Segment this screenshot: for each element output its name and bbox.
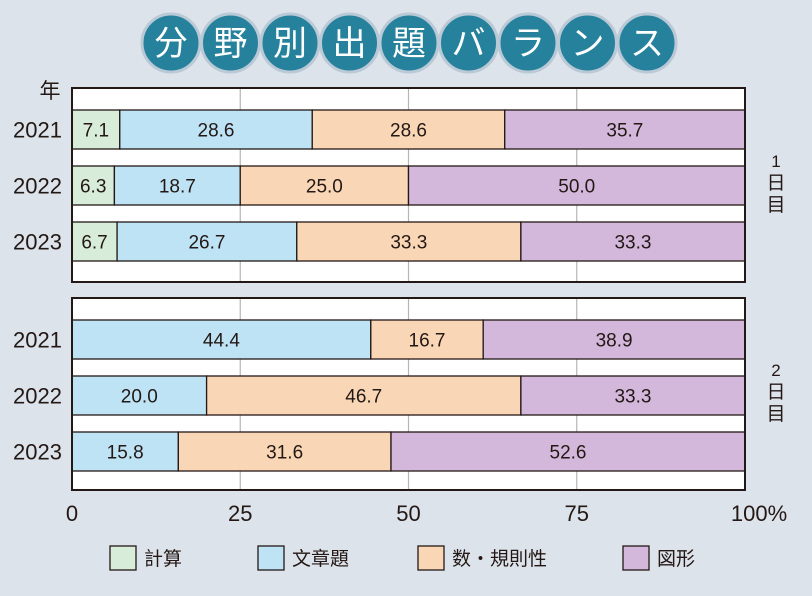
title-char: ン	[571, 25, 605, 63]
legend-label: 文章題	[292, 548, 349, 570]
year-label: 2022	[13, 384, 62, 409]
data-label: 33.3	[614, 233, 651, 254]
title-char: 出	[333, 25, 367, 63]
data-label: 28.6	[390, 121, 427, 142]
bar-segment	[520, 375, 746, 416]
data-label: 15.8	[107, 443, 144, 464]
panel-label-char: 日	[766, 382, 785, 403]
year-label: 2021	[13, 118, 62, 143]
data-label: 52.6	[550, 443, 587, 464]
title-circle	[616, 12, 678, 74]
year-label: 2023	[13, 440, 62, 465]
legend-swatch	[622, 545, 650, 571]
bar-segment	[71, 165, 116, 206]
data-label: 50.0	[558, 177, 595, 198]
data-label: 6.7	[81, 233, 107, 254]
panel-label-char: 2	[771, 361, 780, 380]
plot-border	[71, 87, 746, 283]
bar-segment	[71, 431, 179, 472]
title-char: 分	[154, 25, 188, 63]
data-label: 28.6	[198, 121, 235, 142]
data-label: 31.6	[266, 443, 303, 464]
x-tick-label: 0	[66, 501, 78, 526]
data-label: 25.0	[306, 177, 343, 198]
bar-segment	[177, 431, 392, 472]
title-char: 野	[214, 25, 248, 63]
data-label: 35.7	[606, 121, 643, 142]
year-label: 2023	[13, 230, 62, 255]
data-label: 46.7	[345, 387, 382, 408]
data-label: 18.7	[159, 177, 196, 198]
data-label: 38.9	[596, 331, 633, 352]
y-axis-label: 年	[40, 80, 61, 103]
data-label: 20.0	[121, 387, 158, 408]
legend: 計算 文章題 数・規則性 図形	[109, 545, 695, 571]
data-label: 44.4	[203, 331, 240, 352]
bar-segment	[296, 221, 522, 262]
chart-title: 分野別出題バランス	[140, 12, 678, 74]
bar-segment	[116, 221, 298, 262]
data-label: 33.3	[614, 387, 651, 408]
legend-item: 文章題	[257, 545, 349, 571]
bar-segment	[311, 109, 506, 150]
year-label: 2022	[13, 174, 62, 199]
bar-segment	[390, 431, 746, 472]
bar-segment	[407, 165, 746, 206]
data-label: 16.7	[409, 331, 446, 352]
data-label: 7.1	[83, 121, 109, 142]
panel-1: 2021 7.1 28.6 28.6 35.7 2022 6.3 18.7 25.0 50.0 20…	[13, 87, 786, 283]
panel-label-char: 1	[771, 152, 780, 171]
panel-label-char: 日	[766, 173, 785, 194]
legend-label: 数・規則性	[452, 548, 547, 570]
legend-swatch	[109, 545, 137, 571]
legend-item: 数・規則性	[417, 545, 547, 571]
legend-swatch	[417, 545, 445, 571]
legend-item: 計算	[109, 545, 182, 571]
data-label: 26.7	[188, 233, 225, 254]
x-tick-label: 25	[228, 501, 252, 526]
x-tick-label: 50	[396, 501, 420, 526]
x-tick-label: 100%	[731, 501, 787, 526]
legend-swatch	[257, 545, 285, 571]
legend-label: 図形	[657, 548, 695, 570]
data-label: 33.3	[390, 233, 427, 254]
title-char: 別	[273, 25, 307, 63]
title-char: 題	[392, 25, 426, 63]
plot-border	[71, 297, 746, 491]
legend-label: 計算	[144, 548, 182, 570]
title-char: ス	[630, 25, 664, 63]
bar-segment	[205, 375, 522, 416]
panel-label-char: 目	[766, 404, 785, 425]
bar-segment	[370, 319, 484, 360]
data-label: 6.3	[80, 177, 106, 198]
x-tick-label: 75	[565, 501, 589, 526]
title-char: ラ	[511, 25, 545, 63]
legend-item: 図形	[622, 545, 695, 571]
panel-2: 2021 44.4 16.7 38.9 2022 20.0 46.7 33.3 2023 15.8…	[13, 297, 786, 491]
panel-label-char: 目	[766, 195, 785, 216]
year-label: 2021	[13, 328, 62, 353]
title-char: バ	[452, 25, 486, 63]
bar-segment	[239, 165, 410, 206]
